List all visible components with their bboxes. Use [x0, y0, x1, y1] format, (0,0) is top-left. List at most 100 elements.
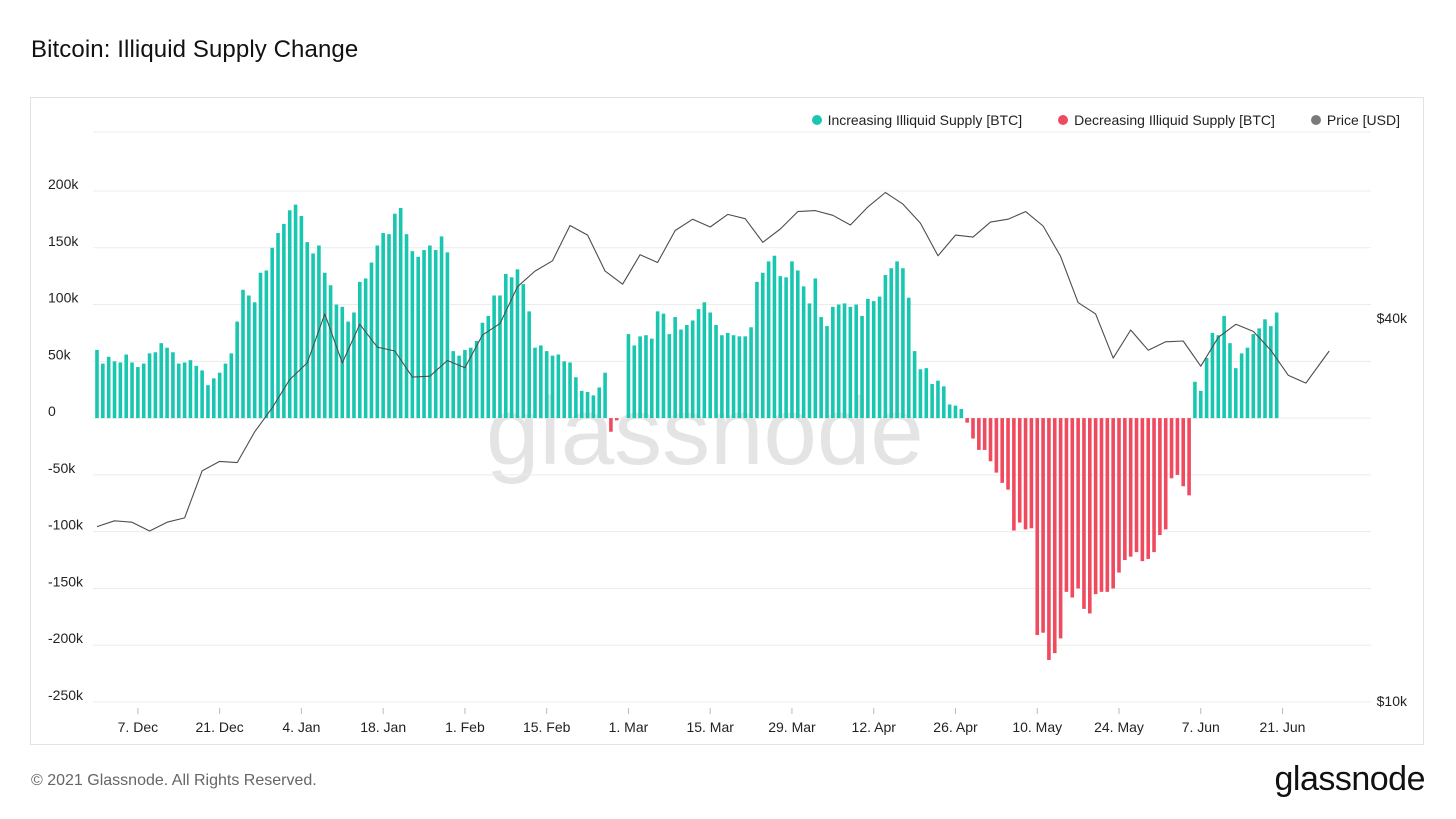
x-tick-label: 1. Mar	[609, 719, 649, 735]
bar-decreasing	[982, 418, 987, 450]
bar-increasing	[585, 391, 590, 419]
bar-increasing	[831, 306, 835, 419]
legend: Increasing Illiquid Supply [BTC] Decreas…	[811, 112, 1400, 128]
bar-increasing	[842, 303, 847, 419]
bar-decreasing	[1064, 418, 1069, 592]
x-tick-label: 18. Jan	[360, 719, 406, 735]
bar-increasing	[702, 302, 707, 419]
bar-increasing	[1257, 328, 1261, 419]
bar-increasing	[247, 295, 251, 419]
bar-increasing	[165, 347, 169, 419]
bar-decreasing	[1152, 418, 1156, 553]
y-tick-label: -200k	[48, 630, 84, 646]
y-tick-label: 0	[48, 403, 56, 419]
bar-increasing	[410, 251, 415, 419]
bar-increasing	[1216, 335, 1221, 419]
bar-increasing	[825, 326, 829, 419]
bar-increasing	[270, 247, 274, 419]
bar-increasing	[445, 252, 450, 419]
bar-increasing	[264, 270, 269, 419]
x-tick-label: 1. Feb	[445, 719, 485, 735]
bar-increasing	[95, 349, 99, 419]
legend-item-increasing[interactable]: Increasing Illiquid Supply [BTC]	[811, 112, 1022, 128]
legend-label: Decreasing Illiquid Supply [BTC]	[1074, 112, 1275, 128]
bar-decreasing	[1158, 418, 1162, 536]
bar-increasing	[883, 275, 888, 419]
bar-increasing	[603, 372, 607, 419]
bar-increasing	[1204, 357, 1209, 419]
bar-decreasing	[1041, 418, 1045, 633]
bar-increasing	[147, 353, 152, 419]
bar-increasing	[854, 304, 858, 419]
bar-increasing	[766, 261, 771, 419]
y-tick-label: 150k	[48, 233, 79, 249]
bar-decreasing	[1058, 418, 1063, 639]
bar-increasing	[947, 404, 952, 419]
bar-increasing	[118, 362, 123, 419]
y-tick-label: -50k	[48, 460, 76, 476]
bar-increasing	[1263, 319, 1267, 419]
bar-increasing	[112, 361, 117, 419]
bar-increasing	[1198, 390, 1203, 419]
bar-increasing	[708, 312, 712, 419]
bar-increasing	[212, 378, 216, 419]
bar-increasing	[398, 208, 403, 419]
bar-increasing	[918, 369, 923, 419]
bar-increasing	[685, 324, 689, 419]
bar-increasing	[655, 311, 660, 419]
bar-increasing	[860, 315, 864, 419]
bar-decreasing	[1088, 418, 1092, 614]
x-tick-label: 26. Apr	[933, 719, 978, 735]
bar-decreasing	[1000, 418, 1004, 483]
bar-increasing	[912, 351, 917, 419]
bar-increasing	[778, 276, 783, 419]
bar-increasing	[504, 273, 508, 419]
bar-increasing	[451, 351, 456, 419]
bar-increasing	[416, 256, 420, 419]
bar-increasing	[457, 355, 461, 419]
bar-increasing	[276, 233, 280, 419]
bar-increasing	[258, 272, 263, 419]
y-tick-label: 200k	[48, 176, 79, 192]
bar-increasing	[690, 320, 695, 419]
legend-item-decreasing[interactable]: Decreasing Illiquid Supply [BTC]	[1058, 112, 1275, 128]
bar-increasing	[959, 409, 964, 419]
bar-increasing	[539, 345, 543, 419]
bar-increasing	[322, 272, 327, 419]
chart-panel: glassnode 200k 150k 100k 50k 0 -50k -100k -150k…	[30, 97, 1424, 745]
bar-increasing	[182, 362, 187, 419]
bar-increasing	[235, 321, 239, 419]
bar-increasing	[387, 234, 391, 419]
bar-decreasing	[1070, 418, 1075, 598]
bar-increasing	[1210, 332, 1215, 419]
bar-increasing	[720, 335, 724, 419]
bar-increasing	[696, 309, 701, 419]
bar-decreasing	[994, 418, 999, 473]
bar-increasing	[807, 303, 812, 419]
bar-increasing	[661, 313, 666, 419]
bar-increasing	[673, 317, 677, 419]
legend-item-price[interactable]: Price [USD]	[1310, 112, 1400, 128]
bar-decreasing	[1012, 418, 1016, 531]
bar-increasing	[217, 372, 222, 419]
bar-increasing	[755, 281, 759, 419]
bar-decreasing	[1123, 418, 1127, 561]
legend-dot-icon	[1058, 115, 1069, 125]
bar-increasing	[287, 210, 292, 419]
bar-increasing	[334, 304, 339, 419]
legend-dot-icon	[1310, 115, 1321, 125]
bar-increasing	[930, 384, 934, 419]
bars	[95, 204, 1279, 660]
bar-decreasing	[609, 418, 613, 432]
bar-increasing	[393, 213, 397, 419]
bar-increasing	[229, 353, 234, 419]
bar-increasing	[1274, 312, 1279, 419]
bar-decreasing	[1052, 418, 1057, 654]
bar-increasing	[206, 385, 210, 419]
bar-increasing	[381, 233, 385, 419]
bar-increasing	[474, 340, 479, 419]
bar-increasing	[1239, 353, 1244, 419]
brand-logo[interactable]: glassnode	[1274, 760, 1425, 798]
bar-increasing	[877, 296, 882, 419]
footer-copyright: © 2021 Glassnode. All Rights Reserved.	[31, 772, 317, 789]
